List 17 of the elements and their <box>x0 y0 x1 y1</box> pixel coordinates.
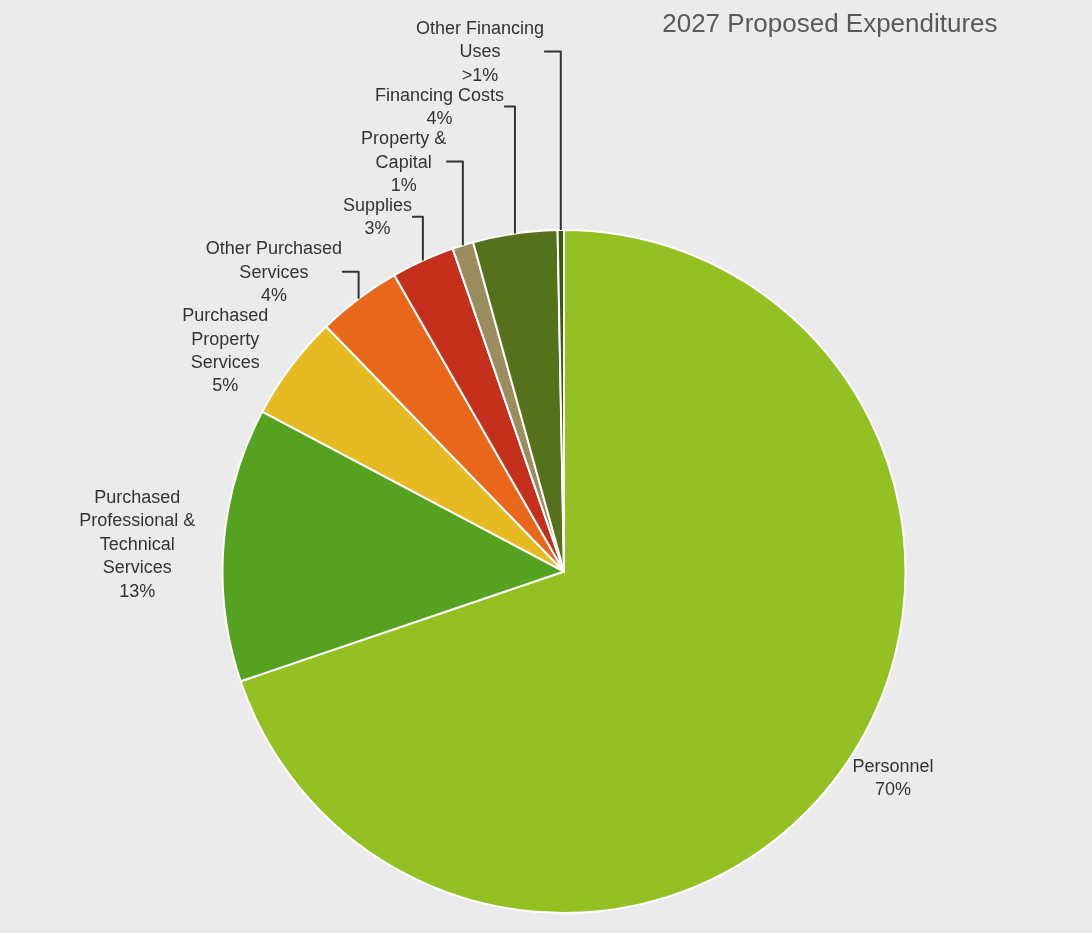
data-label: 13% <box>119 580 156 601</box>
data-label: 70% <box>874 779 911 800</box>
data-label: 1% <box>390 175 417 196</box>
slice-label: Purchased Professional & Technical Services <box>79 487 196 578</box>
slice-label: Purchased Property Services <box>182 305 269 373</box>
data-label: 5% <box>212 375 239 396</box>
chart-title: 2027 Proposed Expenditures <box>662 8 998 39</box>
slice-label: Property & Capital <box>361 128 447 172</box>
data-label: 3% <box>364 218 391 239</box>
data-label: 4% <box>426 108 453 129</box>
slice-label: Other Financing Uses <box>416 18 545 62</box>
data-label: >1% <box>461 64 499 85</box>
slice-label: Personnel <box>852 756 934 777</box>
slice-label: Supplies <box>342 195 413 216</box>
data-label: 4% <box>260 285 287 306</box>
slice-label: Financing Costs <box>375 84 505 105</box>
slice-label: Other Purchased Services <box>205 238 342 282</box>
